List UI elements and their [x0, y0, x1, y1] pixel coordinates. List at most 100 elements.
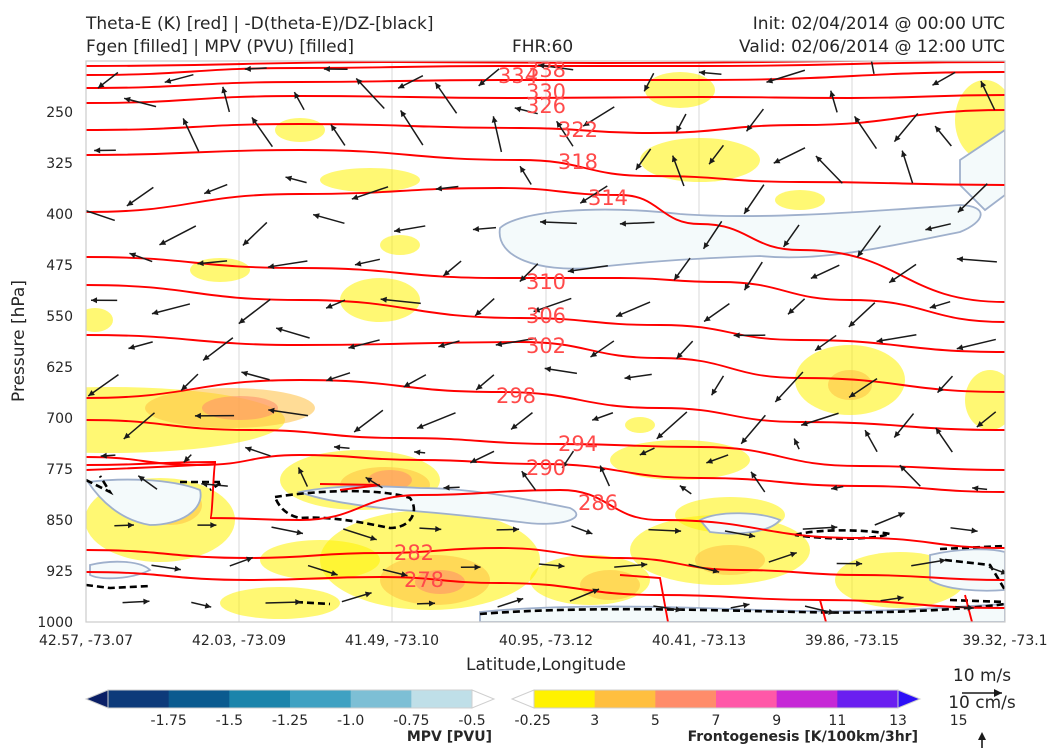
wind-arrowhead: [246, 556, 253, 563]
y-tick-label: 250: [46, 105, 73, 121]
wind-arrowhead: [744, 207, 751, 214]
wind-arrowhead: [644, 84, 650, 92]
wind-arrowhead: [435, 526, 442, 533]
wind-arrowhead: [197, 260, 204, 267]
wind-arrowhead: [675, 606, 682, 613]
wind-arrowhead: [364, 591, 372, 598]
y-tick-label: 700: [46, 411, 73, 427]
colorbar-tick-label: 7: [712, 713, 721, 729]
wind-arrowhead: [567, 267, 575, 274]
wind-arrowhead: [616, 311, 623, 317]
theta-e-label-338: 338: [526, 58, 566, 82]
wind-arrow: [380, 298, 421, 305]
wind-arrowhead: [400, 110, 407, 118]
y-tick-label: 625: [46, 360, 73, 376]
title-left-line1: Theta-E (K) [red] | -D(theta-E)/DZ-[blac…: [86, 14, 434, 34]
x-axis-label: Latitude,Longitude: [466, 655, 626, 675]
wind-arrowhead: [773, 157, 781, 164]
wind-arrowhead: [97, 82, 105, 89]
colorbar-segment: [776, 690, 838, 708]
fgen-blob: [260, 540, 380, 580]
colorbar-tick-label: -0.75: [393, 713, 429, 729]
theta-e-label-294: 294: [558, 432, 598, 456]
wind-arrowhead: [414, 449, 421, 456]
mpv-region: [86, 478, 202, 526]
wind-arrowhead: [435, 82, 442, 90]
wind-arrowhead: [326, 375, 333, 382]
wind-arrowhead: [865, 430, 871, 437]
wind-arrowhead: [894, 430, 901, 438]
wind-arrowhead: [474, 564, 481, 571]
colorbar-segment: [290, 690, 352, 708]
theta-e-label-302: 302: [526, 334, 566, 358]
wind-arrowhead: [88, 390, 95, 397]
theta-e-label-286: 286: [578, 491, 618, 515]
wind-arrowhead: [656, 432, 664, 439]
theta-e-label-310: 310: [526, 270, 566, 294]
wind-arrowhead: [174, 565, 181, 572]
colorbar-segment: [716, 690, 778, 708]
wind-arrowhead: [706, 458, 714, 464]
wind-arrowhead: [679, 485, 687, 492]
y-axis-label: Pressure [hPa]: [9, 280, 29, 402]
wind-vector-field: [86, 61, 1005, 615]
fgen-blob: [610, 440, 750, 480]
wind-arrowhead: [829, 90, 836, 98]
wind-arrow: [615, 301, 651, 318]
wind-arrowhead: [298, 467, 304, 475]
x-tick-label: 39.86, -73.15: [805, 633, 899, 649]
wind-arrowhead: [491, 116, 498, 123]
wind-arrowhead: [957, 206, 965, 213]
wind-arrowhead: [544, 366, 552, 373]
wind-arrow: [399, 110, 424, 146]
wind-arrowhead: [516, 597, 524, 604]
wind-arrowhead: [876, 337, 883, 344]
wind-arrow: [876, 334, 917, 343]
wind-arrowhead: [639, 449, 647, 456]
wind-arrow: [267, 260, 308, 268]
wind-arrowhead: [124, 96, 131, 103]
wind-arrowhead: [676, 125, 682, 133]
mpv-region: [296, 485, 578, 525]
wind-arrow: [159, 225, 197, 246]
wind-arrowhead: [245, 446, 252, 453]
wind-arrow: [434, 82, 458, 114]
wind-arrowhead: [514, 106, 522, 113]
wind-arrow: [540, 221, 577, 225]
wind-arrowhead: [400, 571, 408, 578]
wind-arrowhead: [296, 529, 303, 536]
wind-arrowhead: [151, 309, 159, 316]
colorbar-tick-label: -1.75: [151, 713, 187, 729]
wind-arrowhead: [475, 309, 482, 316]
colorbar-tick-label: -1.0: [337, 713, 364, 729]
wind-arrowhead: [519, 275, 527, 282]
wind-arrow: [740, 414, 766, 445]
reference-horizontal-label: 10 m/s: [953, 666, 1011, 686]
y-tick-label: 400: [46, 207, 73, 223]
theta-e-label-278: 278: [404, 568, 444, 592]
wind-arrow: [495, 337, 537, 346]
colorbar-tick-label: 9: [772, 713, 781, 729]
colorbar-segment: [534, 690, 596, 708]
wind-arrow: [123, 412, 156, 440]
wind-arrowhead: [894, 135, 901, 142]
wind-arrow: [355, 77, 385, 110]
wind-arrowhead: [831, 524, 838, 531]
fgen-blob: [775, 190, 825, 210]
wind-arrow: [870, 61, 875, 74]
wind-arrowhead: [443, 269, 450, 276]
wind-arrowhead: [980, 81, 987, 88]
wind-arrowhead: [126, 200, 134, 206]
theta-e-label-334: 334: [498, 64, 538, 88]
y-tick-label: 550: [46, 309, 73, 325]
wind-arrowhead: [143, 598, 150, 605]
wind-arrowhead: [901, 150, 907, 158]
wind-arrowhead: [815, 156, 823, 163]
wind-arrowhead: [787, 307, 795, 315]
wind-arrowhead: [183, 118, 189, 126]
wind-arrowhead: [674, 527, 682, 534]
x-tick-label: 39.32, -73.1: [962, 633, 1047, 649]
wind-arrow: [533, 297, 572, 313]
reference-vertical-arrowhead: [978, 732, 986, 740]
theta-e-contour-294: [86, 419, 1005, 471]
